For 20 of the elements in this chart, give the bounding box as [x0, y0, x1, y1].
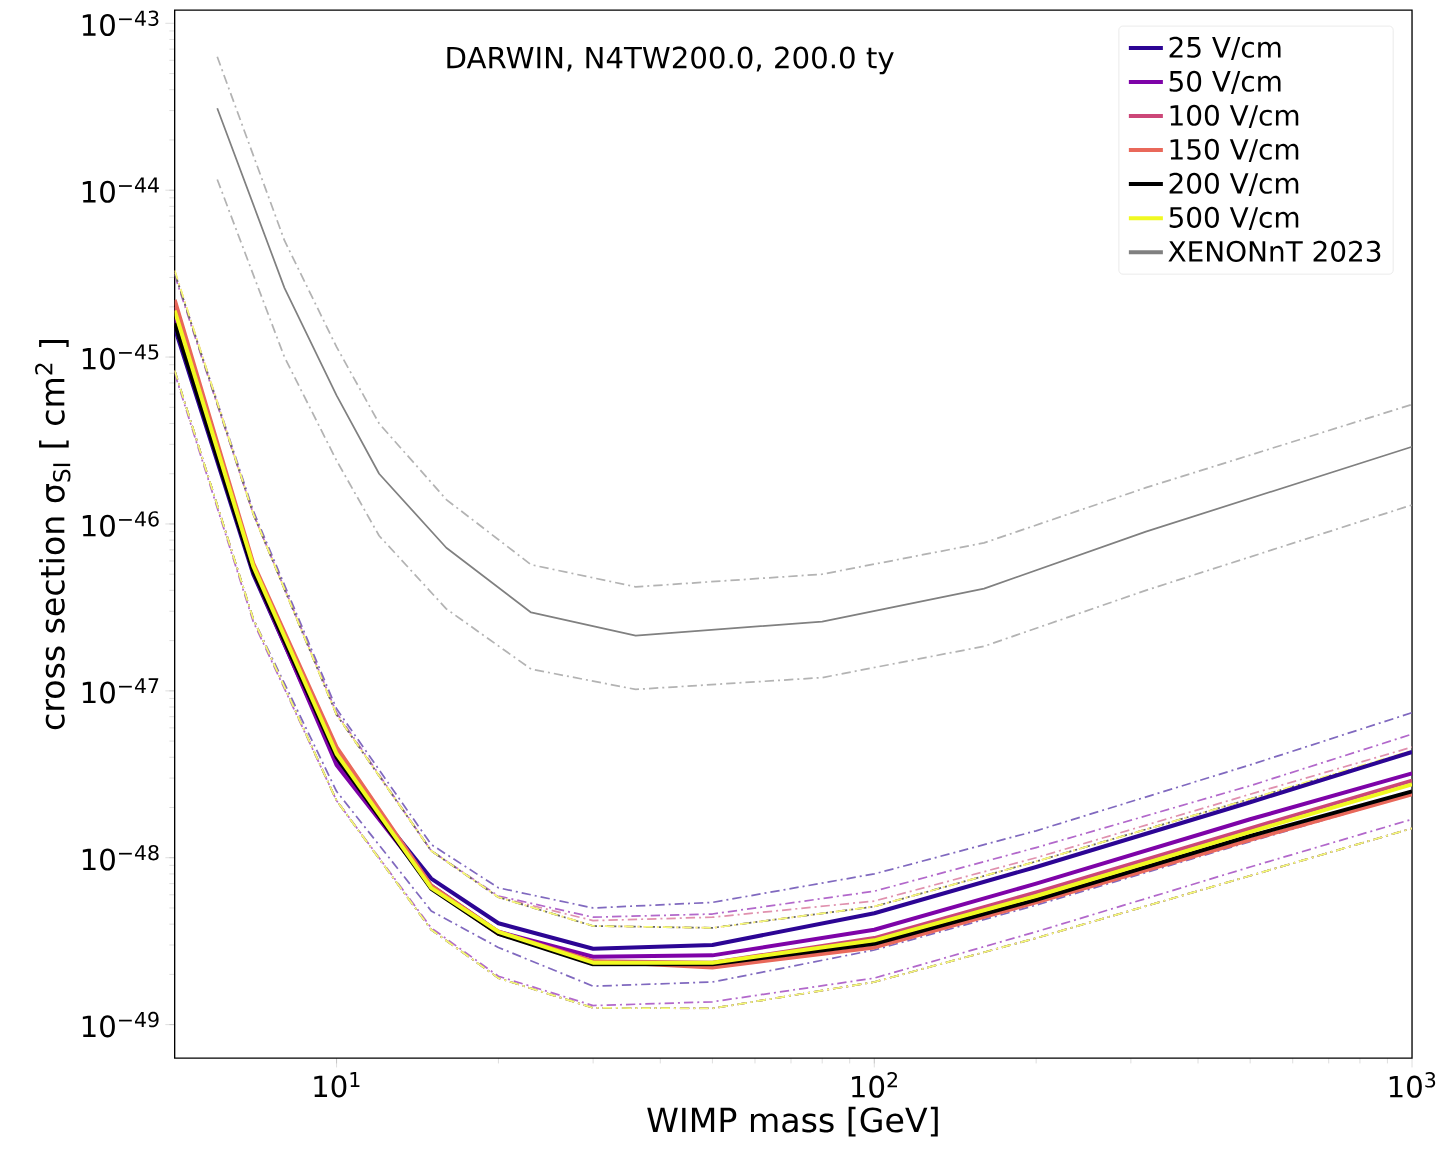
x-tick-label: 10$^{1}$ [314, 1072, 360, 1098]
y-axis-title: cross section σ$_{SI}$ [ cm$^{2}$ ] [35, 340, 71, 730]
legend-label: 25 V/cm [1169, 36, 1281, 61]
x-tick-label: 10$^{2}$ [852, 1072, 897, 1098]
y-tick-label: 10$^{−47}$ [82, 678, 159, 704]
y-tick-label: 10$^{−48}$ [82, 844, 159, 871]
legend-label: 50 V/cm [1169, 70, 1281, 95]
legend-label: 100 V/cm [1170, 104, 1299, 129]
legend-label: 500 V/cm [1169, 206, 1299, 231]
legend-label: 200 V/cm [1169, 172, 1299, 197]
y-tick-label: 10$^{−43}$ [82, 10, 159, 37]
y-tick-label: 10$^{−44}$ [82, 177, 159, 203]
y-tick-label: 10$^{−45}$ [82, 344, 159, 370]
y-tick-label: 10$^{−46}$ [82, 511, 159, 537]
x-tick-label: 10$^{3}$ [1389, 1072, 1436, 1098]
legend-label: 150 V/cm [1170, 138, 1299, 163]
legend-label: XENONnT 2023 [1168, 240, 1381, 262]
text: DARWIN, N4TW200.0, 200.0 ty [447, 46, 894, 75]
y-tick-label: 10$^{−49}$ [82, 1011, 159, 1038]
x-axis-title: WIMP mass [GeV] [647, 1106, 938, 1137]
